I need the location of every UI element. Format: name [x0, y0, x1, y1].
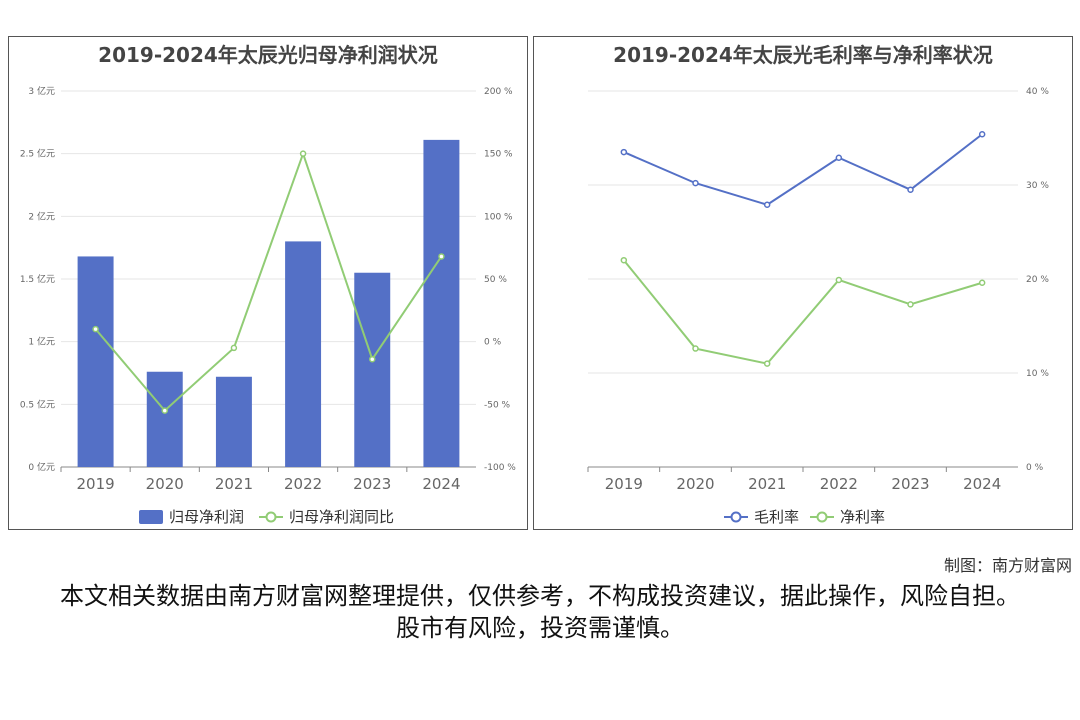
- x-tick-label: 2019: [76, 475, 114, 493]
- margins-chart: 0 % 10 % 20 % 30 % 40 % 2019 2020 2021 2022 2023 2…: [587, 87, 1049, 526]
- x-tick-label: 2023: [353, 475, 391, 493]
- data-point-yoy: [299, 150, 307, 157]
- legend-label: 净利率: [840, 508, 885, 526]
- x-tick-label: 2020: [676, 475, 714, 493]
- left-axis-tick-label: 3 亿元: [28, 85, 55, 97]
- right-axis-tick-label: 50 %: [484, 275, 507, 285]
- bar: [423, 139, 460, 467]
- data-point: [835, 276, 843, 284]
- x-tick-label: 2024: [422, 475, 460, 493]
- net-profit-chart: 0 亿元 -100 % 0.5 亿元 -50 % 1 亿元 0 % 1.5 亿元 50 % 2 …: [20, 85, 516, 526]
- chart-credit: 制图：南方财富网: [943, 556, 1072, 575]
- x-tick-label: 2021: [215, 475, 253, 493]
- chart-panel-net-profit: 0 亿元 -100 % 0.5 亿元 -50 % 1 亿元 0 % 1.5 亿元 50 % 2 …: [8, 36, 528, 530]
- data-point-yoy: [161, 407, 168, 414]
- data-point: [978, 279, 986, 287]
- data-point: [692, 179, 699, 187]
- data-point-yoy: [438, 253, 445, 260]
- right-axis-tick-label: 40 %: [1026, 87, 1049, 97]
- left-axis-tick-label: 1 亿元: [28, 336, 55, 348]
- chart-panel-margins: 0 % 10 % 20 % 30 % 40 % 2019 2020 2021 2022 2023 2…: [533, 36, 1073, 530]
- x-tick-label: 2023: [891, 475, 929, 493]
- bar: [146, 371, 183, 467]
- x-tick-label: 2022: [284, 475, 322, 493]
- right-axis-tick-label: 30 %: [1026, 181, 1049, 191]
- legend-swatch-marker: [730, 511, 742, 523]
- data-point: [763, 360, 771, 367]
- x-tick-label: 2021: [748, 475, 786, 493]
- right-axis-tick-label: 0 %: [484, 338, 502, 348]
- data-point: [620, 256, 628, 264]
- bar: [354, 272, 391, 467]
- series-line-1: [623, 259, 983, 365]
- data-point: [620, 148, 628, 156]
- right-axis-tick-label: 200 %: [484, 87, 513, 97]
- right-axis-tick-label: 150 %: [484, 150, 513, 160]
- data-point-yoy: [230, 344, 238, 352]
- legend-swatch-bar: [139, 510, 163, 524]
- series-line-0: [623, 133, 983, 206]
- left-axis-tick-label: 0.5 亿元: [20, 398, 55, 410]
- x-tick-label: 2024: [963, 475, 1001, 493]
- right-axis-tick-label: 10 %: [1026, 369, 1049, 379]
- right-axis-tick-label: 20 %: [1026, 275, 1049, 285]
- data-point: [978, 130, 986, 138]
- bar: [285, 241, 322, 467]
- bar: [77, 256, 114, 467]
- data-point: [763, 201, 771, 208]
- data-point-yoy: [369, 355, 376, 363]
- left-axis-tick-label: 2 亿元: [28, 210, 55, 222]
- data-point: [907, 301, 914, 308]
- left-axis-tick-label: 2.5 亿元: [20, 148, 55, 160]
- legend-label: 归母净利润同比: [289, 508, 394, 526]
- chart-title-margins: 2019-2024年太辰光毛利率与净利率状况: [613, 43, 993, 67]
- legend-label: 毛利率: [754, 508, 799, 526]
- x-tick-label: 2020: [146, 475, 184, 493]
- legend-swatch-marker: [816, 511, 828, 523]
- right-axis-tick-label: 0 %: [1026, 463, 1044, 473]
- series-line-yoy: [94, 150, 443, 413]
- right-axis-tick-label: -50 %: [484, 400, 511, 410]
- x-tick-label: 2022: [820, 475, 858, 493]
- data-point-yoy: [92, 325, 99, 333]
- bar: [215, 376, 252, 467]
- right-axis-tick-label: 100 %: [484, 212, 513, 222]
- disclaimer-text: 本文相关数据由南方财富网整理提供，仅供参考，不构成投资建议，据此操作，风险自担。…: [60, 582, 1020, 642]
- data-point: [835, 154, 843, 161]
- data-point: [907, 186, 914, 193]
- right-axis-tick-label: -100 %: [484, 463, 516, 473]
- legend-label: 归母净利润: [169, 508, 244, 526]
- left-axis-tick-label: 0 亿元: [28, 461, 55, 473]
- legend-swatch-marker: [265, 511, 277, 523]
- left-axis-tick-label: 1.5 亿元: [20, 273, 55, 285]
- chart-title-net-profit: 2019-2024年太辰光归母净利润状况: [98, 43, 438, 67]
- x-tick-label: 2019: [605, 475, 643, 493]
- data-point: [692, 345, 699, 352]
